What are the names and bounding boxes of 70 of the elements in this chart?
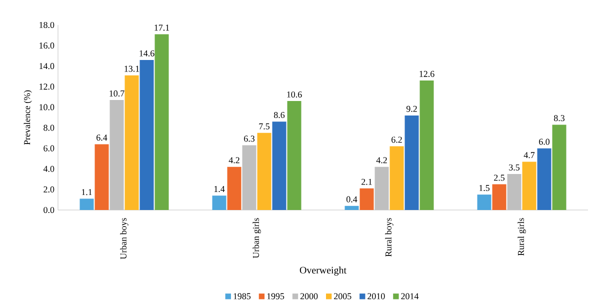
bar (124, 75, 139, 210)
bar (227, 166, 242, 210)
bar (287, 101, 302, 210)
bar (537, 148, 552, 210)
bar (344, 206, 359, 210)
bar (507, 174, 522, 210)
x-tick-label: Urban girls (252, 218, 261, 258)
bar (552, 124, 566, 210)
data-label: 8.6 (274, 112, 285, 118)
bar (374, 166, 389, 210)
x-tick-label: Rural boys (385, 218, 394, 257)
data-label: 9.2 (406, 106, 417, 112)
legend-label: 2010 (368, 293, 385, 300)
data-label: 10.6 (287, 91, 302, 98)
legend-label: 1995 (267, 293, 284, 300)
bar (80, 198, 94, 210)
legend-label: 2005 (334, 293, 352, 300)
y-tick-label: 2.0 (44, 186, 54, 192)
bar (140, 60, 154, 210)
x-tick-label: Rural girls (518, 218, 526, 256)
bar (212, 196, 226, 210)
data-label: 8.3 (554, 115, 565, 122)
bar (390, 146, 404, 210)
data-label: 2.1 (362, 178, 372, 185)
y-tick-label: 6.0 (44, 145, 54, 152)
bar (404, 115, 419, 210)
data-label: 1.1 (82, 189, 92, 196)
bar (154, 34, 169, 210)
bar (110, 100, 124, 210)
bar (272, 122, 286, 210)
bar (242, 145, 256, 210)
data-label: 0.4 (346, 196, 358, 202)
x-axis-title: Overweight (300, 266, 346, 276)
y-tick-label: 18.0 (40, 22, 54, 28)
data-label: 13.1 (124, 66, 140, 72)
bar (94, 144, 109, 210)
y-tick-label: 10.0 (40, 104, 54, 110)
data-label: 2.5 (494, 174, 505, 181)
data-label: 14.6 (140, 50, 154, 56)
y-tick-label: 14.0 (40, 63, 54, 70)
y-axis-title: Prevalence (%) (24, 90, 32, 145)
data-label: 4.2 (228, 157, 240, 164)
data-label: 6.2 (392, 136, 402, 143)
data-label: 1.5 (479, 185, 490, 192)
y-tick-label: 0.0 (44, 206, 54, 214)
data-label: 7.5 (259, 123, 270, 130)
data-label: 12.6 (420, 70, 434, 77)
y-tick-label: 8.0 (44, 124, 54, 131)
legend-label: 1985 (234, 293, 251, 300)
y-tick-label: 16.0 (40, 42, 54, 49)
legend-label: 2000 (300, 293, 318, 300)
bar (360, 188, 374, 210)
data-label: 10.7 (110, 90, 124, 97)
x-tick-label: Urban boys (120, 218, 128, 260)
data-label: 4.2 (376, 157, 387, 164)
data-label: 6.3 (244, 136, 255, 142)
bar (492, 184, 506, 210)
data-label: 4.7 (524, 152, 535, 158)
bar (522, 162, 536, 210)
bar (477, 194, 492, 210)
y-tick-label: 4.0 (43, 166, 54, 172)
y-tick-label: 12.0 (40, 84, 54, 90)
data-label: 6.0 (539, 138, 550, 145)
data-label: 17.1 (154, 24, 170, 31)
bar (257, 132, 272, 210)
bar (420, 80, 434, 210)
legend-label: 2014 (401, 293, 419, 300)
data-label: 1.4 (214, 186, 225, 192)
data-label: 3.5 (509, 164, 520, 171)
data-label: 6.4 (96, 134, 108, 141)
